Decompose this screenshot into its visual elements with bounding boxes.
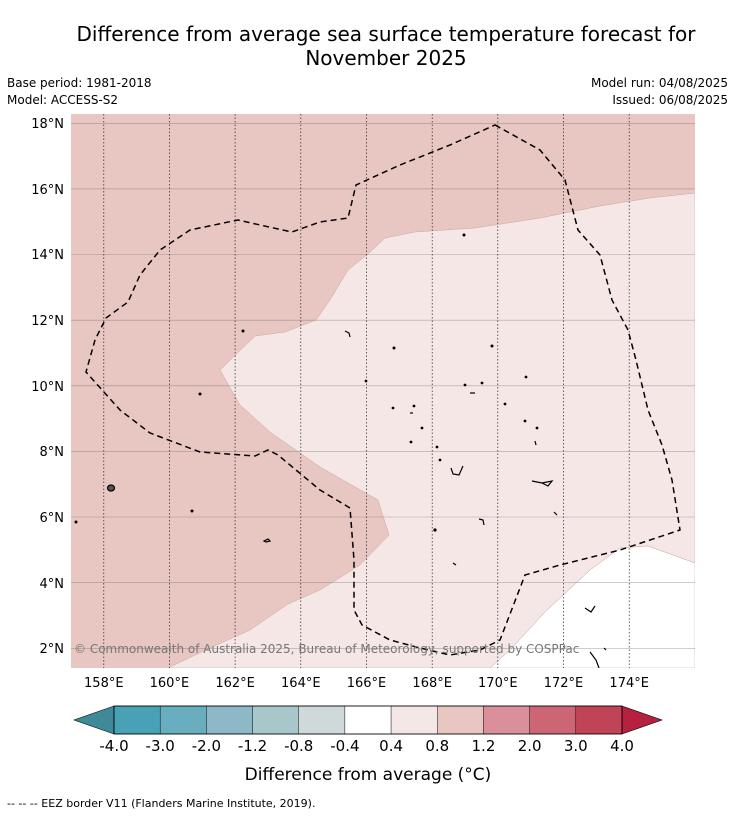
colorbar-tick-label: 4.0 xyxy=(610,737,634,755)
colorbar-tick-label: -0.8 xyxy=(284,737,313,755)
colorbar-box xyxy=(483,705,530,735)
eez-border xyxy=(85,124,681,656)
lat-label-18: 18°N xyxy=(31,117,64,132)
lon-label-172: 172°E xyxy=(544,676,584,691)
colorbar-tick-label: -1.2 xyxy=(238,737,267,755)
colorbar-box xyxy=(344,705,392,735)
lon-label-160: 160°E xyxy=(150,676,190,691)
model-name: Model: ACCESS-S2 xyxy=(7,93,119,107)
colorbar-tick-label: 1.2 xyxy=(472,737,496,755)
colorbar-tick-label: -0.4 xyxy=(330,737,359,755)
colorbar-extend-high xyxy=(621,705,663,735)
colorbar-box xyxy=(252,705,299,735)
anomaly-region-white xyxy=(489,545,695,668)
base-period: Base period: 1981-2018 xyxy=(7,76,152,90)
colorbar-box xyxy=(298,705,346,735)
colorbar-box xyxy=(206,705,253,735)
lat-label-16: 16°N xyxy=(31,183,64,198)
colorbar-box xyxy=(159,705,207,735)
model-run: Model run: 04/08/2025 xyxy=(590,76,728,90)
title-line-2: November 2025 xyxy=(305,46,467,70)
colorbar-box xyxy=(437,705,484,735)
colorbar: -4.0 -3.0 -2.0 -1.2 -0.8 -0.4 0.4 0.8 1.2 2.0 3.0 4… xyxy=(73,705,663,755)
lat-gridlines xyxy=(71,123,695,649)
lat-label-14: 14°N xyxy=(31,248,64,263)
lon-label-162: 162°E xyxy=(215,676,255,691)
colorbar-tick-label: -2.0 xyxy=(192,737,221,755)
lat-label-10: 10°N xyxy=(31,380,64,395)
colorbar-tick-label: 0.4 xyxy=(379,737,403,755)
colorbar-title: Difference from average (°C) xyxy=(245,765,492,785)
copyright-text: © Commonwealth of Australia 2025, Bureau… xyxy=(74,642,579,656)
islands xyxy=(74,233,607,668)
colorbar-tick-label: 3.0 xyxy=(564,737,588,755)
lat-label-2: 2°N xyxy=(40,642,65,657)
lat-label-6: 6°N xyxy=(40,511,65,526)
lon-label-168: 168°E xyxy=(412,676,452,691)
title-line-1: Difference from average sea surface temp… xyxy=(76,22,696,46)
map-area xyxy=(71,114,695,668)
lat-axis: 18°N 16°N 14°N 12°N 10°N 8°N 6°N 4°N 2°N xyxy=(31,117,64,657)
lat-label-12: 12°N xyxy=(31,314,64,329)
lon-label-170: 170°E xyxy=(478,676,518,691)
map-title: Difference from average sea surface temp… xyxy=(0,22,736,70)
meta-left: Base period: 1981-2018 Model: ACCESS-S2 xyxy=(7,75,152,109)
lat-label-4: 4°N xyxy=(40,577,65,592)
meta-right: Model run: 04/08/2025 Issued: 06/08/2025 xyxy=(591,75,728,109)
colorbar-tick-label: 0.8 xyxy=(425,737,449,755)
colorbar-extend-low xyxy=(73,705,115,735)
colorbar-tick-label: -4.0 xyxy=(99,737,128,755)
colorbar-box xyxy=(390,705,438,735)
lon-gridlines xyxy=(103,114,630,668)
lon-label-174: 174°E xyxy=(609,676,649,691)
colorbar-box xyxy=(529,705,577,735)
lon-label-158: 158°E xyxy=(84,676,124,691)
lon-axis: 158°E 160°E 162°E 164°E 166°E 168°E 170°… xyxy=(84,676,649,691)
colorbar-tick-label: 2.0 xyxy=(518,737,542,755)
colorbar-box xyxy=(113,705,161,735)
footer-note: -- -- -- EEZ border V11 (Flanders Marine… xyxy=(7,797,316,810)
colorbar-outline xyxy=(113,705,623,735)
colorbar-box xyxy=(575,705,623,735)
lon-label-166: 166°E xyxy=(347,676,387,691)
issued-date: Issued: 06/08/2025 xyxy=(612,93,728,107)
lon-label-164: 164°E xyxy=(281,676,321,691)
colorbar-tick-label: -3.0 xyxy=(146,737,175,755)
lat-label-8: 8°N xyxy=(40,445,65,460)
